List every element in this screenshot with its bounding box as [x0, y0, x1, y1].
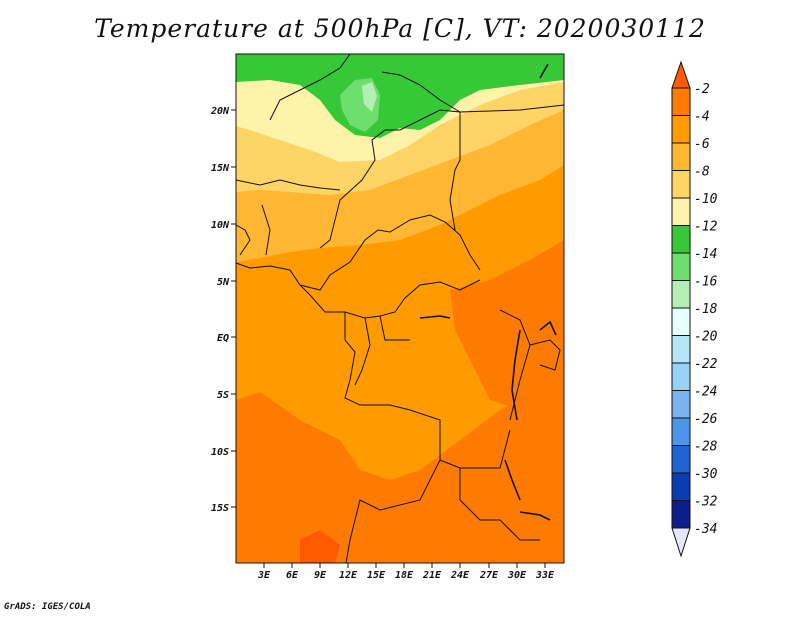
lat-label: 5N [217, 277, 230, 288]
colorbar-seg [671, 252, 691, 281]
lon-tick-15E: 15E [367, 563, 386, 581]
colorbar-seg [671, 115, 691, 144]
lat-tick-EQ: EQ [217, 333, 236, 344]
colorbar-seg [671, 307, 691, 336]
lon-label: 9E [314, 570, 327, 581]
country-borders [235, 53, 565, 564]
lon-label: 18E [395, 570, 414, 581]
lon-label: 3E [257, 570, 271, 581]
colorbar-seg [671, 142, 691, 171]
lon-label: 12E [339, 570, 358, 581]
lon-label: 30E [507, 570, 527, 581]
field-dark-east [450, 240, 564, 410]
lat-tick-10N: 10N [211, 220, 236, 231]
lon-tick-18E: 18E [395, 563, 414, 581]
lon-label: 15E [367, 570, 386, 581]
field-dark-patch [236, 440, 285, 500]
chart-title: Temperature at 500hPa [C], VT: 202003011… [94, 14, 706, 43]
colorbar-seg [671, 417, 691, 446]
colorbar-seg [671, 87, 691, 116]
colorbar-label: -24 [694, 385, 717, 400]
lat-label: 20N [210, 106, 230, 117]
colorbar-label: -22 [694, 357, 718, 372]
lat-tick-5N: 5N [217, 277, 236, 288]
colorbar-label: -20 [694, 330, 718, 345]
colorbar [671, 60, 691, 558]
colorbar-seg [671, 335, 691, 364]
lon-label: 6E [286, 570, 299, 581]
lat-label: 15N [211, 163, 230, 174]
lon-tick-6E: 6E [286, 563, 299, 581]
field-green [236, 54, 564, 138]
lat-axis: 20N 15N 10N 5N EQ 5S 10S 15S [210, 106, 236, 514]
lat-label: 15S [211, 503, 229, 514]
colorbar-seg [671, 225, 691, 254]
lat-tick-10S: 10S [211, 447, 236, 458]
colorbar-labels: -2 -4 -6 -8 -10 -12 -14 -16 -18 -20 -22 … [694, 82, 718, 537]
lon-tick-3E: 3E [257, 563, 271, 581]
colorbar-label: -14 [694, 247, 717, 262]
colorbar-seg [671, 197, 691, 226]
lat-label: 10S [211, 447, 229, 458]
colorbar-label: -26 [694, 412, 718, 427]
field-dark-se [300, 530, 340, 563]
lat-tick-15N: 15N [211, 163, 236, 174]
colorbar-label: -10 [694, 192, 718, 207]
lon-tick-24E: 24E [450, 563, 470, 581]
colorbar-bottom-arrow [671, 527, 691, 558]
colorbar-label: -2 [694, 82, 710, 97]
lon-tick-33E: 33E [535, 563, 555, 581]
lat-tick-20N: 20N [210, 106, 236, 117]
colorbar-seg [671, 445, 691, 474]
colorbar-seg [671, 362, 691, 391]
colorbar-label: -34 [694, 522, 717, 537]
water-features [419, 63, 557, 521]
colorbar-seg [671, 170, 691, 199]
lon-axis: 3E 6E 9E 12E 15E 18E 21E 24E 27E 30E 33E [257, 563, 555, 581]
lon-tick-30E: 30E [507, 563, 527, 581]
colorbar-label: -32 [694, 495, 718, 510]
colorbar-seg [671, 500, 691, 529]
colorbar-label: -6 [694, 137, 710, 152]
field-green-light [362, 82, 377, 112]
grads-credit: GrADS: IGES/COLA [4, 602, 91, 612]
temperature-field [236, 54, 564, 563]
lat-label: 5S [217, 390, 229, 401]
colorbar-label: -16 [694, 275, 718, 290]
colorbar-label: -4 [694, 110, 710, 125]
lon-label: 21E [422, 570, 442, 581]
colorbar-label: -12 [694, 220, 718, 235]
lon-label: 33E [535, 570, 555, 581]
colorbar-seg [671, 390, 691, 419]
lon-tick-9E: 9E [314, 563, 327, 581]
lon-label: 24E [450, 570, 470, 581]
colorbar-label: -28 [694, 440, 718, 455]
colorbar-seg [671, 472, 691, 501]
colorbar-top-arrow [671, 60, 691, 89]
colorbar-seg [671, 280, 691, 309]
lat-tick-15S: 15S [211, 503, 236, 514]
map-frame [235, 53, 565, 564]
lat-label: 10N [211, 220, 230, 231]
lat-tick-5S: 5S [217, 390, 236, 401]
colorbar-label: -8 [694, 165, 710, 180]
lon-label: 27E [479, 570, 499, 581]
lon-tick-12E: 12E [339, 563, 358, 581]
colorbar-label: -30 [694, 467, 718, 482]
colorbar-label: -18 [694, 302, 718, 317]
lon-tick-27E: 27E [479, 563, 499, 581]
lat-label: EQ [217, 333, 229, 344]
lon-tick-21E: 21E [422, 563, 442, 581]
